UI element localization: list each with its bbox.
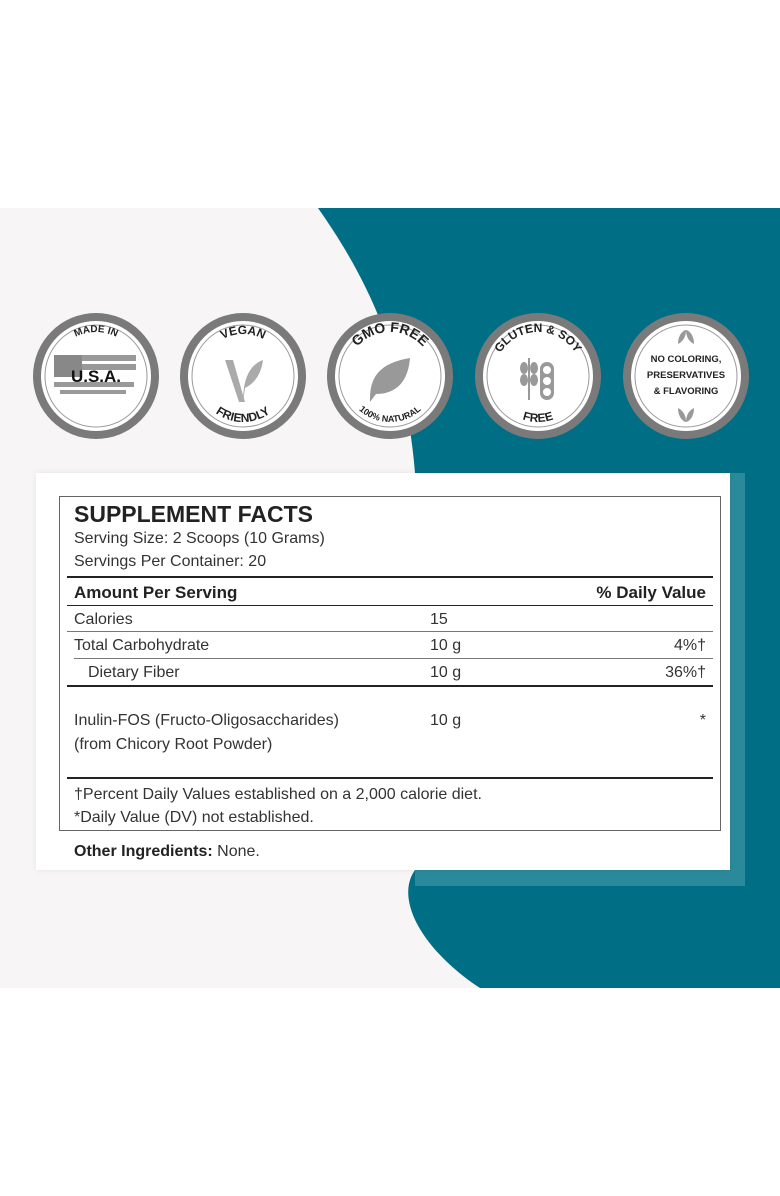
nutrient-dv: * (699, 712, 706, 729)
nutrient-amount: 10 g (430, 664, 462, 681)
other-ingredients: Other Ingredients: None. (74, 843, 260, 861)
divider (67, 777, 713, 779)
badge-bottom-text: FRIENDLY (214, 404, 272, 426)
svg-text:VEGAN: VEGAN (218, 323, 268, 342)
badge-top-text: VEGAN (218, 323, 268, 342)
svg-text:FREE: FREE (521, 409, 554, 425)
nutrient-name: Inulin-FOS (Fructo-Oligosaccharides) (74, 712, 339, 729)
facts-row: Calories 15 (74, 611, 706, 629)
dv-header: % Daily Value (596, 583, 706, 602)
usa-flag-map-icon (54, 355, 136, 394)
facts-row: Total Carbohydrate 10 g 4%† (74, 637, 706, 655)
svg-text:FRIENDLY: FRIENDLY (214, 404, 272, 426)
leaf-icon (370, 358, 410, 402)
other-ingredients-value: None. (212, 843, 260, 860)
v-leaf-icon (225, 360, 263, 402)
nutrient-dv: 36%† (665, 664, 706, 681)
nutrient-amount: 10 g (430, 637, 462, 654)
badge-bottom-text: FREE (521, 409, 554, 425)
svg-text:MADE IN: MADE IN (73, 324, 120, 340)
amount-header: Amount Per Serving (74, 583, 238, 602)
other-ingredients-label: Other Ingredients: (74, 843, 213, 860)
nutrient-amount: 15 (430, 611, 448, 628)
leaves-icon (678, 330, 694, 422)
serving-size: Serving Size: 2 Scoops (10 Grams) (74, 530, 325, 547)
footnote-dv: †Percent Daily Values established on a 2… (74, 786, 482, 803)
facts-header-row: Amount Per Serving % Daily Value (74, 583, 706, 603)
badge-center-text: U.S.A. (71, 367, 121, 386)
gluten-soy-free-badge: GLUTEN & SOY FREE (475, 313, 601, 439)
nutrient-dv: 4%† (673, 637, 706, 654)
badge-line-text: PRESERVATIVES (647, 370, 725, 381)
facts-title: SUPPLEMENT FACTS (74, 501, 313, 527)
wheat-soy-icon (520, 358, 554, 400)
badge-line-text: & FLAVORING (654, 386, 719, 397)
facts-row: Inulin-FOS (Fructo-Oligosaccharides) 10 g… (74, 712, 706, 730)
servings-per-container: Servings Per Container: 20 (74, 553, 267, 570)
divider (67, 685, 713, 687)
nutrient-name-line2: (from Chicory Root Powder) (74, 736, 273, 753)
divider (67, 631, 713, 632)
divider (67, 576, 713, 578)
vegan-friendly-badge: VEGAN FRIENDLY (180, 313, 306, 439)
no-additives-badge: NO COLORING, PRESERVATIVES & FLAVORING (623, 313, 749, 439)
supplement-facts-panel: SUPPLEMENT FACTS Serving Size: 2 Scoops … (59, 496, 721, 831)
footnote-not-established: *Daily Value (DV) not established. (74, 809, 314, 826)
divider (74, 658, 713, 659)
divider (67, 605, 713, 606)
nutrient-name: Total Carbohydrate (74, 637, 210, 654)
facts-row: Dietary Fiber 10 g 36%† (74, 664, 706, 682)
badge-line-text: NO COLORING, (651, 354, 722, 365)
nutrient-name: Dietary Fiber (88, 664, 180, 681)
nutrient-amount: 10 g (430, 712, 462, 729)
gmo-free-badge: GMO FREE 100% NATURAL (327, 313, 453, 439)
nutrient-name: Calories (74, 611, 133, 628)
badge-top-text: MADE IN (73, 324, 120, 340)
supplement-card (36, 473, 730, 870)
made-in-usa-badge: MADE IN U.S.A. (33, 313, 159, 439)
